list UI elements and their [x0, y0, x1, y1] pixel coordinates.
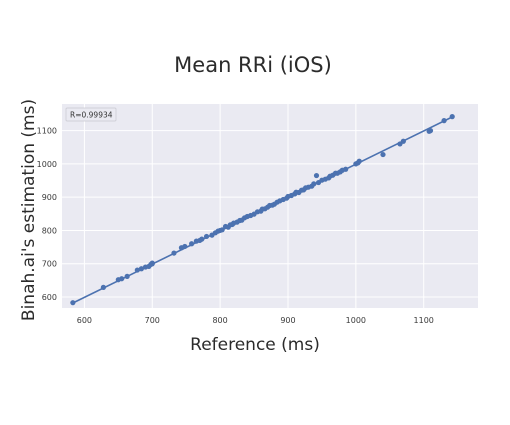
x-tick-label: 800: [212, 316, 227, 325]
data-point: [100, 284, 106, 290]
y-tick-label: 1100: [37, 127, 57, 136]
data-point: [171, 250, 177, 256]
data-point: [380, 151, 386, 158]
data-point: [124, 273, 130, 279]
data-point: [343, 166, 349, 172]
data-point: [219, 227, 225, 233]
y-tick-label: 700: [42, 260, 57, 269]
data-point: [313, 172, 320, 179]
y-tick-label: 600: [42, 293, 57, 302]
data-point: [203, 233, 210, 240]
data-point: [182, 243, 188, 250]
data-point: [441, 118, 447, 124]
data-point: [134, 267, 140, 273]
x-tick-label: 1100: [414, 316, 434, 325]
data-point: [400, 138, 406, 144]
data-point: [149, 261, 155, 267]
chart-title: Mean RRi (iOS): [174, 53, 332, 77]
correlation-box: R=0.99934: [65, 107, 117, 122]
data-point: [199, 236, 205, 242]
data-point: [119, 276, 125, 282]
tick-labels: 600 700 800 900 1000 1100 600 700 800 900 1000 1100: [37, 127, 434, 325]
data-point: [70, 300, 76, 306]
x-tick-label: 600: [77, 316, 92, 325]
data-point: [356, 158, 362, 164]
y-tick-label: 1000: [37, 160, 57, 169]
y-axis-label: Binah.ai's estimation (ms): [19, 99, 39, 321]
data-point: [449, 114, 455, 120]
x-axis-label: Reference (ms): [190, 335, 320, 355]
y-tick-label: 800: [42, 226, 57, 235]
x-tick-label: 900: [280, 316, 295, 325]
data-points: [70, 114, 455, 306]
data-point: [189, 241, 195, 247]
data-point: [427, 128, 434, 134]
x-tick-label: 1000: [346, 316, 366, 325]
correlation-annotation: R=0.99934: [70, 111, 113, 120]
data-point: [138, 266, 144, 272]
grid-lines: [62, 104, 478, 308]
y-tick-label: 900: [42, 193, 57, 202]
x-tick-label: 700: [145, 316, 160, 325]
data-point: [311, 181, 317, 187]
